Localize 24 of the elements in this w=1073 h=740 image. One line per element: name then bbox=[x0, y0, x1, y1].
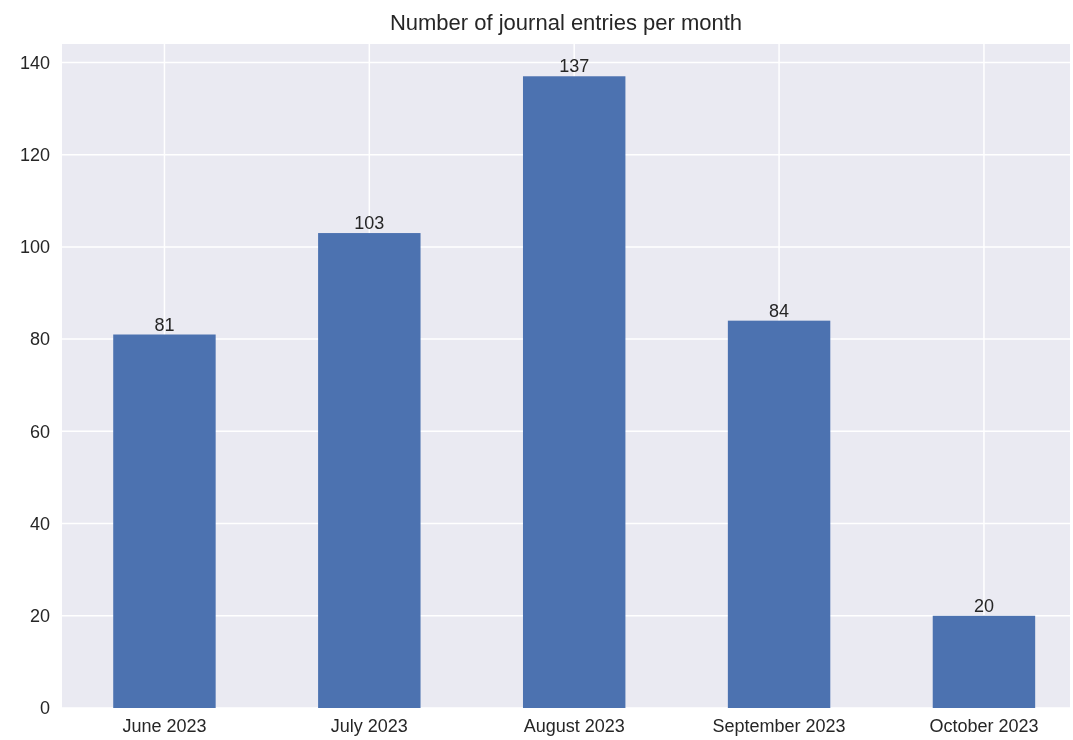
y-tick-label: 60 bbox=[29, 421, 50, 442]
data-label: 137 bbox=[559, 56, 590, 77]
bar bbox=[113, 334, 216, 708]
bar bbox=[318, 233, 421, 708]
data-label: 84 bbox=[769, 300, 790, 321]
x-tick-label: June 2023 bbox=[122, 716, 207, 736]
y-tick-label: 140 bbox=[19, 52, 50, 73]
y-tick-label: 120 bbox=[19, 144, 50, 165]
data-label: 20 bbox=[973, 595, 994, 616]
data-label: 103 bbox=[354, 213, 385, 234]
bar bbox=[727, 320, 831, 708]
chart-title: Number of journal entries per month bbox=[389, 10, 743, 35]
bar bbox=[522, 76, 626, 708]
y-tick-label: 0 bbox=[39, 698, 50, 719]
data-label: 81 bbox=[154, 314, 175, 335]
y-tick-label: 40 bbox=[29, 513, 50, 534]
x-tick-label: July 2023 bbox=[330, 716, 408, 736]
x-tick-label: October 2023 bbox=[929, 716, 1039, 736]
x-tick-label: September 2023 bbox=[712, 716, 846, 736]
y-tick-label: 100 bbox=[19, 237, 50, 258]
y-tick-label: 80 bbox=[29, 329, 50, 350]
x-tick-label: August 2023 bbox=[523, 716, 625, 736]
y-tick-label: 20 bbox=[29, 606, 50, 627]
bar bbox=[932, 615, 1036, 708]
